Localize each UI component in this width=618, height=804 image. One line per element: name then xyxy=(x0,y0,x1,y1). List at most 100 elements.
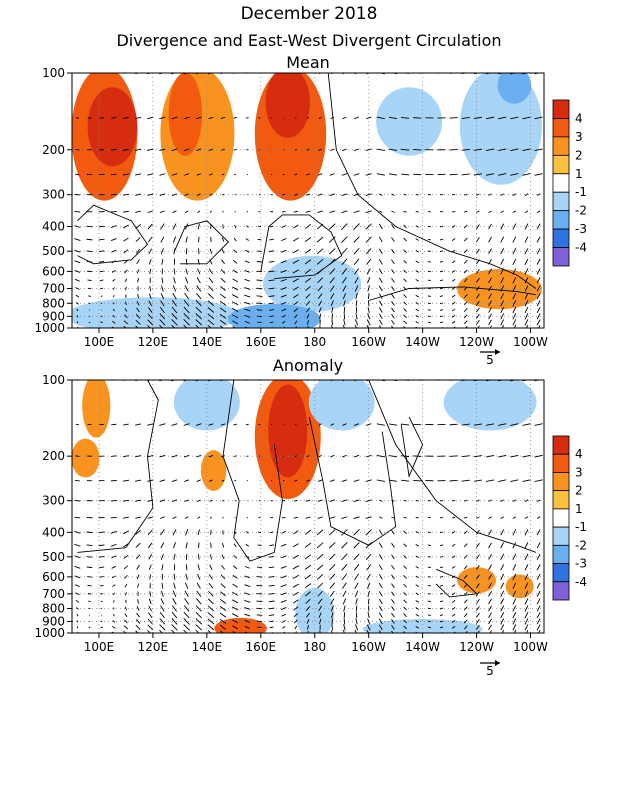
wind-vector xyxy=(489,224,492,229)
wind-vector xyxy=(379,259,382,264)
wind-vector xyxy=(174,574,175,580)
wind-vector xyxy=(305,237,311,241)
wind-vector xyxy=(148,237,152,242)
wind-vector xyxy=(354,564,359,570)
wind-vector xyxy=(197,500,200,502)
wind-vector xyxy=(330,591,334,597)
wind-vector xyxy=(174,583,176,589)
wind-vector xyxy=(318,583,323,588)
wind-vector xyxy=(391,269,394,273)
wind-vector xyxy=(306,211,311,212)
wind-vector xyxy=(513,224,516,230)
wind-vector xyxy=(75,261,81,263)
wind-vector xyxy=(293,238,298,241)
wind-vector xyxy=(452,585,455,587)
wind-vector xyxy=(126,592,127,595)
wind-vector xyxy=(99,239,105,240)
wind-vector xyxy=(232,295,238,298)
wind-vector xyxy=(356,300,357,306)
wind-vector xyxy=(222,194,224,195)
wind-vector xyxy=(160,480,166,482)
wind-vector xyxy=(537,619,540,625)
x-tick-label: 180 xyxy=(303,335,326,349)
wind-vector xyxy=(428,627,431,628)
wind-vector xyxy=(75,480,80,481)
panel-title: Mean xyxy=(286,53,330,72)
wind-vector xyxy=(525,248,528,254)
wind-vector xyxy=(111,149,117,150)
wind-vector xyxy=(391,555,394,559)
wind-vector xyxy=(258,532,261,533)
y-tick-label: 800 xyxy=(42,601,65,615)
wind-vector xyxy=(126,287,127,290)
colorbar-label: 3 xyxy=(575,465,583,479)
wind-vector xyxy=(489,314,492,319)
wind-vector xyxy=(354,174,360,176)
wind-vector xyxy=(283,456,284,457)
divergence-region xyxy=(88,87,138,166)
wind-vector xyxy=(258,226,261,227)
wind-vector xyxy=(404,321,407,324)
wind-vector xyxy=(282,620,286,622)
colorbar-swatch xyxy=(553,564,569,582)
wind-vector xyxy=(476,543,479,547)
colorbar-label: 4 xyxy=(575,111,583,125)
wind-vector xyxy=(379,194,382,196)
wind-vector xyxy=(501,599,504,605)
x-tick-label: 160E xyxy=(246,335,277,349)
wind-vector xyxy=(354,455,359,457)
wind-vector xyxy=(269,303,274,304)
wind-vector xyxy=(501,529,504,535)
wind-vector xyxy=(269,261,274,262)
wind-vector xyxy=(332,625,333,631)
wind-vector xyxy=(464,321,467,324)
wind-vector xyxy=(99,226,105,227)
wind-vector xyxy=(330,583,335,589)
wind-vector xyxy=(233,584,238,587)
wind-vector xyxy=(428,608,431,609)
wind-vector xyxy=(330,500,335,502)
wind-vector xyxy=(281,556,286,558)
wind-vector xyxy=(233,424,237,425)
colorbar-swatch xyxy=(553,229,569,247)
wind-vector xyxy=(123,211,129,212)
wind-vector xyxy=(404,600,407,603)
wind-vector xyxy=(525,313,528,319)
wind-vector xyxy=(450,456,458,457)
wind-vector xyxy=(89,310,90,311)
shading-layer xyxy=(66,67,542,334)
wind-vector xyxy=(354,117,359,119)
wind-vector xyxy=(354,237,360,243)
wind-vector xyxy=(245,576,250,578)
wind-vector xyxy=(123,480,129,481)
colorbar-swatch xyxy=(553,491,569,509)
wind-vector xyxy=(257,627,261,628)
x-tick-label: 120E xyxy=(138,335,169,349)
wind-vector xyxy=(391,194,394,195)
wind-vector xyxy=(440,310,443,311)
wind-vector xyxy=(476,320,479,324)
wind-vector xyxy=(525,259,528,265)
wind-vector xyxy=(160,625,165,631)
wind-vector xyxy=(513,624,516,630)
wind-vector xyxy=(269,545,273,546)
wind-vector xyxy=(244,295,250,297)
y-tick-label: 700 xyxy=(42,282,65,296)
wind-vector xyxy=(379,599,382,604)
wind-vector xyxy=(150,286,151,291)
wind-vector xyxy=(513,529,516,535)
wind-vector xyxy=(476,194,479,195)
wind-vector xyxy=(295,117,296,118)
wind-vector xyxy=(221,584,226,588)
wind-vector xyxy=(160,529,164,535)
x-tick-label: 140W xyxy=(405,640,440,654)
wind-vector xyxy=(513,564,516,570)
wind-vector xyxy=(416,544,419,546)
wind-vector xyxy=(537,259,540,265)
wind-vector xyxy=(135,456,141,457)
wind-vector xyxy=(525,564,528,570)
wind-vector xyxy=(535,424,543,426)
wind-vector xyxy=(257,567,262,568)
wind-vector xyxy=(389,456,397,457)
wind-vector xyxy=(366,211,372,213)
